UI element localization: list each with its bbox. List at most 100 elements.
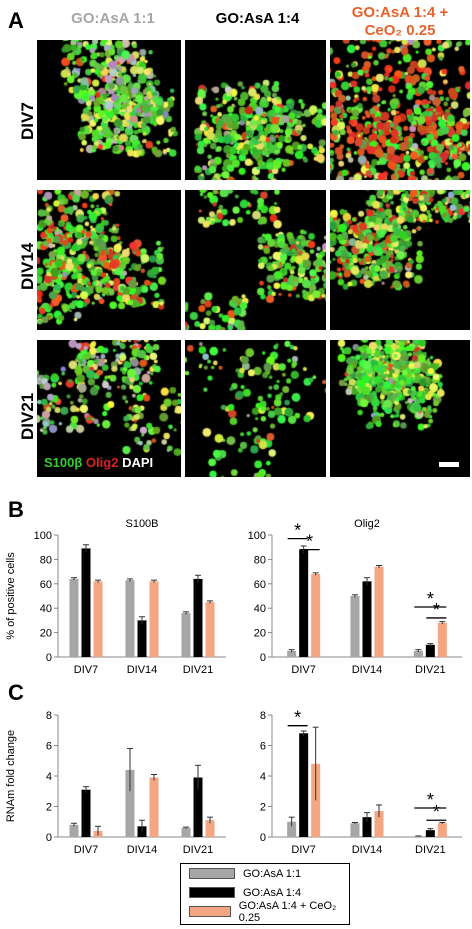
y-tick-label: 8 bbox=[260, 710, 266, 722]
bar bbox=[437, 622, 447, 657]
micrograph-canvas bbox=[185, 340, 326, 477]
bar bbox=[350, 823, 360, 837]
y-tick-label: 2 bbox=[46, 802, 52, 814]
y-tick-label: 100 bbox=[248, 530, 266, 542]
category-label: DIV7 bbox=[291, 844, 315, 856]
category-label: DIV21 bbox=[183, 844, 214, 856]
chart-title: S100B bbox=[125, 518, 158, 530]
y-tick-label: 6 bbox=[260, 741, 266, 753]
bar bbox=[149, 581, 159, 657]
micrograph-canvas bbox=[37, 40, 181, 180]
legend-item-2: GO:AsA 1:4 bbox=[181, 883, 349, 902]
bar bbox=[93, 581, 103, 657]
significance-star: * bbox=[294, 708, 301, 728]
bar bbox=[125, 580, 135, 657]
bar bbox=[350, 596, 360, 657]
micrograph-canvas bbox=[185, 40, 326, 180]
micrograph-canvas bbox=[330, 340, 470, 477]
y-tick-label: 0 bbox=[260, 652, 266, 664]
stain-dapi: DAPI bbox=[122, 455, 154, 470]
column-header-3-line-1: GO:AsA 1:4 + bbox=[351, 4, 449, 21]
y-tick-label: 20 bbox=[40, 628, 52, 640]
column-header-2: GO:AsA 1:4 bbox=[185, 10, 330, 28]
y-tick-label: 60 bbox=[40, 579, 52, 591]
bar bbox=[205, 602, 215, 657]
micrograph-div7-ratio-1-1 bbox=[37, 40, 181, 180]
legend-label-1: GO:AsA 1:1 bbox=[243, 867, 302, 880]
bar bbox=[413, 650, 423, 657]
micrograph-div7-ceo2 bbox=[330, 40, 470, 180]
micrograph-canvas bbox=[185, 190, 326, 330]
bar bbox=[287, 821, 297, 837]
y-tick-label: 0 bbox=[46, 832, 52, 844]
micrograph-div7-ratio-1-4 bbox=[185, 40, 326, 180]
bar bbox=[149, 777, 159, 837]
bar bbox=[311, 574, 321, 657]
y-tick-label: 100 bbox=[34, 530, 52, 542]
micrograph-div21-ratio-1-1 bbox=[37, 340, 181, 477]
y-tick-label: 80 bbox=[254, 554, 266, 566]
y-axis-label: RNAm fold change bbox=[5, 730, 17, 822]
column-header-2-line-1: GO:AsA 1:4 bbox=[215, 10, 300, 27]
bar bbox=[362, 817, 372, 837]
micrograph-div14-ceo2 bbox=[330, 190, 470, 330]
category-label: DIV14 bbox=[352, 844, 383, 856]
scale-bar bbox=[439, 462, 459, 467]
significance-star: * bbox=[433, 600, 440, 620]
category-label: DIV21 bbox=[183, 664, 214, 676]
bar bbox=[205, 820, 215, 837]
y-tick-label: 0 bbox=[46, 652, 52, 664]
bar bbox=[299, 549, 309, 657]
micrograph-canvas bbox=[330, 190, 470, 330]
category-label: DIV7 bbox=[74, 844, 98, 856]
bar bbox=[413, 836, 423, 837]
bar bbox=[299, 733, 309, 837]
bar bbox=[193, 578, 203, 657]
bar bbox=[125, 769, 135, 837]
category-label: DIV21 bbox=[415, 844, 446, 856]
y-tick-label: 40 bbox=[40, 603, 52, 615]
bar bbox=[137, 620, 147, 657]
panel-c-letter: C bbox=[8, 680, 24, 705]
legend-swatch-3 bbox=[189, 906, 231, 917]
y-tick-label: 6 bbox=[46, 741, 52, 753]
micrograph-div14-ratio-1-1 bbox=[37, 190, 181, 330]
category-label: DIV14 bbox=[127, 844, 158, 856]
y-axis-label: % of positive cells bbox=[5, 552, 17, 640]
row-label-div7: DIV7 bbox=[18, 102, 37, 140]
y-tick-label: 8 bbox=[46, 710, 52, 722]
legend-swatch-1 bbox=[189, 868, 235, 879]
bar bbox=[181, 613, 191, 657]
y-tick-label: 80 bbox=[40, 554, 52, 566]
bar bbox=[362, 581, 372, 657]
legend-label-2: GO:AsA 1:4 bbox=[243, 886, 302, 899]
category-label: DIV7 bbox=[291, 664, 315, 676]
significance-star: * bbox=[427, 790, 434, 810]
significance-star: * bbox=[294, 521, 301, 541]
column-header-1-line-1: GO:AsA 1:1 bbox=[71, 10, 155, 27]
column-header-3-line-2: CeO₂ 0.25 bbox=[364, 22, 436, 39]
category-label: DIV21 bbox=[415, 664, 446, 676]
chart-s100b-rna: 0 2 4 6 8 RNAm fold change DIV7 DIV14 DIV21 bbox=[5, 710, 226, 856]
category-label: DIV7 bbox=[74, 664, 98, 676]
y-tick-label: 20 bbox=[254, 628, 266, 640]
y-tick-label: 4 bbox=[46, 771, 52, 783]
y-tick-label: 40 bbox=[254, 603, 266, 615]
panel-b-letter: B bbox=[8, 497, 24, 522]
bar bbox=[437, 823, 447, 837]
bar bbox=[425, 830, 435, 837]
bar bbox=[287, 650, 297, 657]
legend-label-3: GO:AsA 1:4 + CeO₂ 0.25 bbox=[238, 899, 337, 924]
chart-s100b-percent: 0 20 40 60 80 100 S100B % of positive cells DIV7… bbox=[5, 518, 226, 676]
category-label: DIV14 bbox=[127, 664, 158, 676]
bar bbox=[81, 548, 91, 657]
bar bbox=[425, 644, 435, 657]
bar bbox=[311, 763, 321, 837]
panel-a-letter: A bbox=[8, 8, 24, 33]
bar bbox=[374, 811, 384, 837]
stain-legend: S100β Olig2 DAPI bbox=[44, 455, 153, 470]
y-tick-label: 4 bbox=[260, 771, 266, 783]
category-label: DIV14 bbox=[352, 664, 383, 676]
micrograph-div21-ratio-1-4 bbox=[185, 340, 326, 477]
